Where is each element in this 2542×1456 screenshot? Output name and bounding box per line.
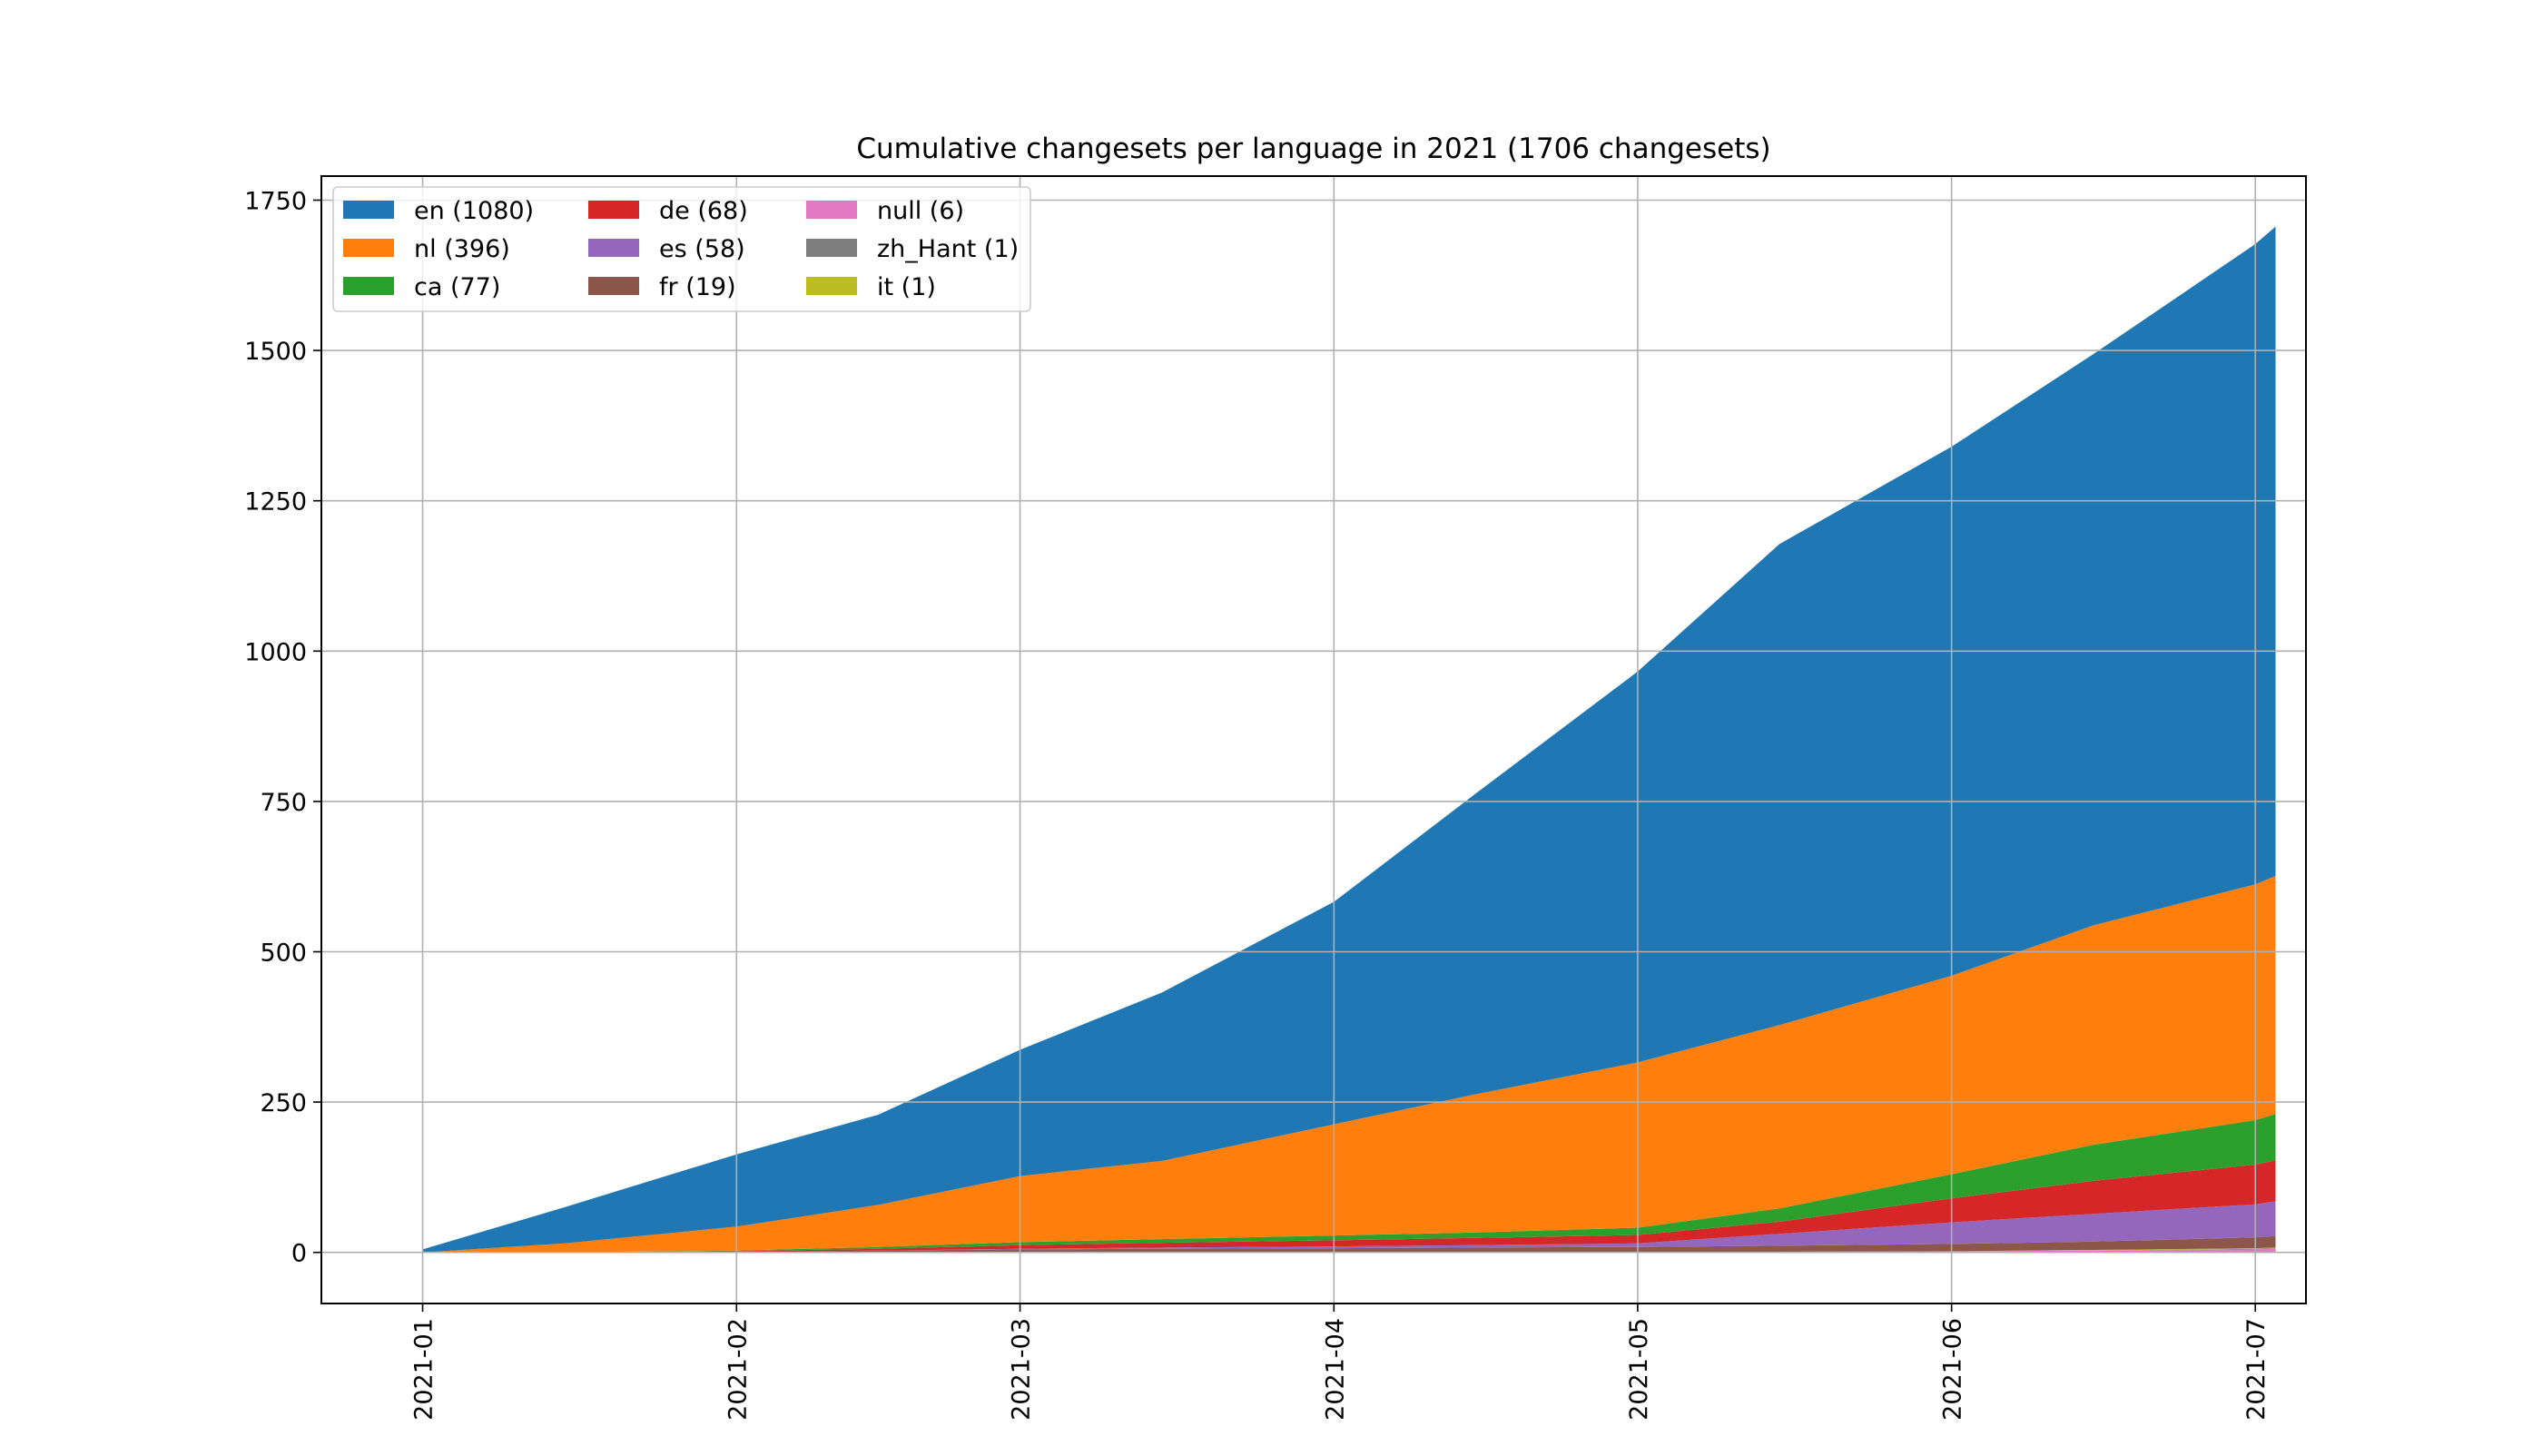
legend-item-es: es (58) [588,235,745,263]
legend: en (1080) nl (396) ca (77) de (68) es (58) fr… [332,186,1031,312]
legend-label: zh_Hant (1) [877,235,1019,263]
legend-label: de (68) [659,197,748,225]
grid-lines [321,176,2306,1304]
x-tick-label: 2021-02 [724,1318,752,1421]
legend-item-nl: nl (396) [343,235,510,263]
legend-label: es (58) [659,235,745,263]
legend-label: en (1080) [414,197,534,225]
x-tick-label: 2021-05 [1625,1318,1653,1421]
legend-item-null: null (6) [806,197,964,225]
x-tick-label: 2021-04 [1321,1318,1349,1421]
y-tick-label: 750 [260,789,307,817]
x-tick-label: 2021-07 [2242,1318,2271,1421]
legend-swatch [806,201,857,219]
y-tick-label: 0 [291,1240,307,1268]
area-nl [422,876,2276,1253]
area-es [422,1201,2276,1253]
legend-label: it (1) [877,273,936,301]
legend-item-zh_Hant: zh_Hant (1) [806,235,1019,263]
x-axis: 2021-01 2021-02 2021-03 2021-04 2021-05 2021-… [410,1304,2271,1421]
legend-item-it: it (1) [806,273,936,301]
legend-item-ca: ca (77) [343,273,500,301]
legend-item-fr: fr (19) [588,273,736,301]
area-en [422,226,2276,1253]
legend-item-en: en (1080) [343,197,534,225]
legend-swatch [806,239,857,257]
legend-item-de: de (68) [588,197,748,225]
x-tick-label: 2021-01 [410,1318,438,1421]
y-tick-label: 1250 [244,488,307,516]
legend-swatch [588,239,639,257]
y-tick-label: 1000 [244,638,307,666]
legend-label: nl (396) [414,235,510,263]
y-axis: 0 250 500 750 1000 1250 1500 1750 [244,187,321,1268]
y-tick-label: 1750 [244,187,307,215]
legend-swatch [343,239,394,257]
legend-swatch [343,201,394,219]
legend-swatch [343,277,394,295]
y-tick-label: 1500 [244,338,307,366]
area-de [422,1160,2276,1253]
legend-label: fr (19) [659,273,736,301]
area-fr [422,1235,2276,1253]
y-tick-label: 500 [260,939,307,967]
chart-title: Cumulative changesets per language in 20… [856,133,1770,165]
legend-swatch [588,277,639,295]
legend-swatch [806,277,857,295]
legend-swatch [588,201,639,219]
plot-frame [320,175,2307,1304]
legend-label: ca (77) [414,273,500,301]
y-tick-label: 250 [260,1089,307,1117]
x-tick-label: 2021-03 [1008,1318,1036,1421]
legend-label: null (6) [877,197,964,225]
x-tick-label: 2021-06 [1939,1318,1967,1421]
